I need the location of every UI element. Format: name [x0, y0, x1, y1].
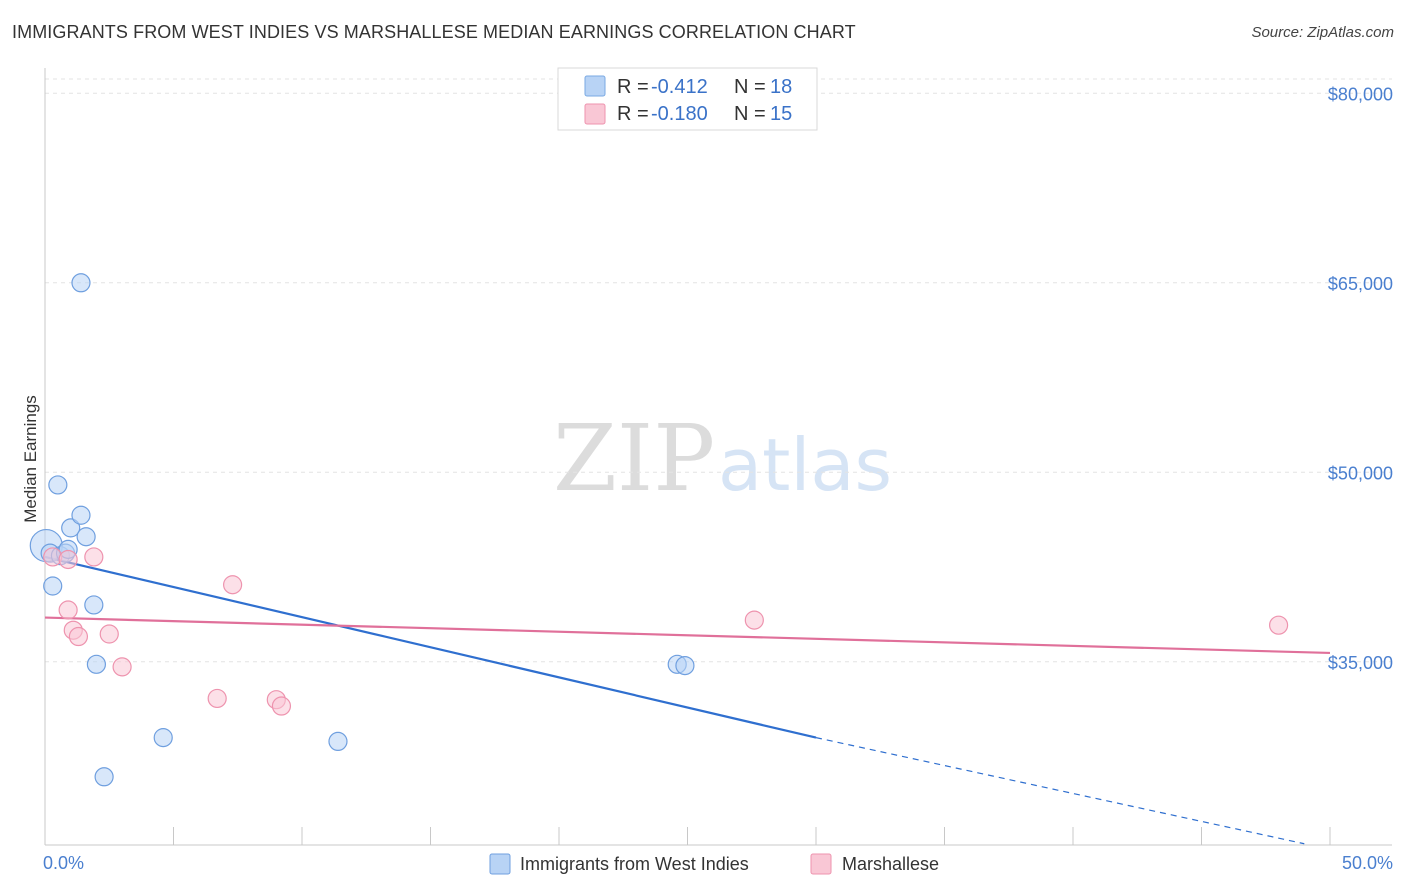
legend-n-label-marshallese: N = — [734, 103, 766, 125]
west-indies-point-8 — [71, 273, 91, 293]
y-tick-labels: $80,000 $65,000 $50,000 $35,000 — [1328, 84, 1393, 673]
marshallese-point-9 — [223, 575, 243, 595]
trend-line-0 — [44, 555, 817, 739]
marshallese-point-2 — [58, 600, 78, 620]
legend-n-value-west-indies: 18 — [770, 76, 792, 98]
x-tick-label-1: 50.0% — [1342, 853, 1393, 873]
y-tick-label-1: $65,000 — [1328, 274, 1393, 294]
watermark: ZIP atlas — [553, 405, 892, 512]
series-legend-label-marshallese: Marshallese — [842, 854, 939, 874]
trend-lines — [44, 555, 1331, 845]
legend-swatch-west-indies — [584, 75, 606, 97]
marshallese-point-4 — [68, 626, 89, 647]
watermark-zip: ZIP — [553, 405, 715, 512]
x-tick-labels: 0.0% 50.0% — [43, 853, 1393, 873]
y-tick-label-0: $80,000 — [1328, 84, 1393, 104]
watermark-atlas: atlas — [718, 423, 892, 507]
correlation-legend: R = -0.412 N = 18 R = -0.180 N = 15 — [557, 67, 818, 131]
x-tick-label-0: 0.0% — [43, 853, 84, 873]
y-tick-label-3: $35,000 — [1328, 653, 1393, 673]
chart-title: IMMIGRANTS FROM WEST INDIES VS MARSHALLE… — [12, 22, 856, 42]
west-indies-point-2 — [43, 576, 63, 596]
series-legend-swatch-marshallese — [810, 853, 832, 875]
west-indies-point-7 — [61, 518, 81, 538]
y-axis-label: Median Earnings — [21, 395, 40, 523]
legend-n-label-west-indies: N = — [734, 76, 766, 98]
marshallese-point-12 — [744, 610, 764, 630]
marshallese-point-7 — [112, 657, 132, 677]
legend-r-value-marshallese: -0.180 — [651, 103, 708, 125]
west-indies-point-10 — [76, 527, 96, 547]
west-indies-point-3 — [48, 475, 68, 495]
marshallese-point-13 — [1268, 615, 1289, 635]
west-indies-point-9 — [71, 505, 91, 525]
series-legend-label-west-indies: Immigrants from West Indies — [520, 854, 749, 874]
west-indies-point-17 — [675, 655, 695, 676]
marshallese-point-1 — [58, 549, 78, 570]
legend-r-value-west-indies: -0.412 — [651, 76, 708, 98]
data-points — [29, 273, 1289, 787]
marshallese-point-5 — [84, 547, 104, 567]
west-indies-point-13 — [94, 767, 114, 787]
axes — [44, 68, 1392, 846]
gridlines — [45, 78, 1392, 663]
legend-swatch-marshallese — [584, 103, 606, 125]
marshallese-point-11 — [271, 696, 292, 716]
trend-line-extension-0 — [815, 737, 1305, 845]
legend-r-label-marshallese: R = — [617, 103, 649, 125]
marshallese-point-6 — [99, 624, 119, 644]
series-legend-swatch-west-indies — [489, 853, 511, 875]
y-tick-label-2: $50,000 — [1328, 463, 1393, 483]
legend-r-label-west-indies: R = — [617, 76, 649, 98]
west-indies-point-15 — [328, 731, 348, 752]
source-credit: Source: ZipAtlas.com — [1251, 24, 1394, 41]
west-indies-point-12 — [86, 654, 107, 674]
west-indies-point-14 — [153, 728, 173, 748]
west-indies-point-11 — [84, 595, 104, 615]
marshallese-point-8 — [207, 688, 227, 709]
series-legend: Immigrants from West Indies Marshallese — [489, 853, 939, 875]
legend-n-value-marshallese: 15 — [770, 103, 792, 125]
trend-line-1 — [44, 616, 1331, 655]
